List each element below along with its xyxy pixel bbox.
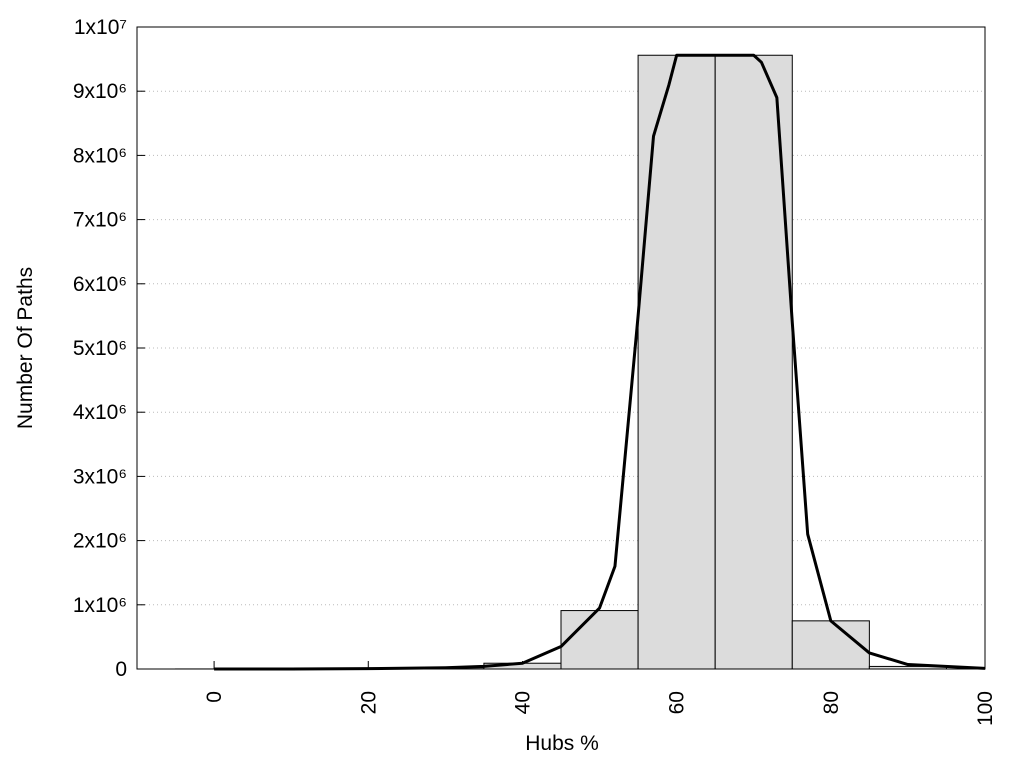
y-axis-title: Number Of Paths [14, 267, 37, 429]
bar [714, 54, 793, 670]
y-tick-label: 9x10⁶ [73, 80, 127, 103]
y-tick-label: 7x10⁶ [73, 209, 127, 232]
y-tick-label: 2x10⁶ [73, 530, 127, 553]
x-tick-label: 0 [203, 691, 226, 703]
y-tick-label: 5x10⁶ [73, 337, 127, 360]
x-tick-label: 40 [511, 691, 534, 714]
x-tick-label: 20 [357, 691, 380, 714]
y-tick-label: 0 [115, 658, 127, 681]
x-axis-title: Hubs % [525, 732, 599, 755]
y-tick-label: 1x10⁷ [74, 16, 127, 39]
bar [637, 54, 716, 670]
bar [791, 620, 870, 670]
bar [560, 610, 639, 670]
x-tick-label: 60 [666, 691, 689, 714]
y-tick-label: 4x10⁶ [73, 401, 127, 424]
x-tick-label: 100 [974, 691, 997, 726]
y-tick-label: 1x10⁶ [73, 594, 127, 617]
y-tick-label: 3x10⁶ [73, 465, 127, 488]
plot-frame [136, 26, 986, 670]
fit-line [214, 53, 986, 671]
y-tick-label: 6x10⁶ [73, 273, 127, 296]
y-tick-label: 8x10⁶ [73, 144, 127, 167]
x-tick-label: 80 [820, 691, 843, 714]
